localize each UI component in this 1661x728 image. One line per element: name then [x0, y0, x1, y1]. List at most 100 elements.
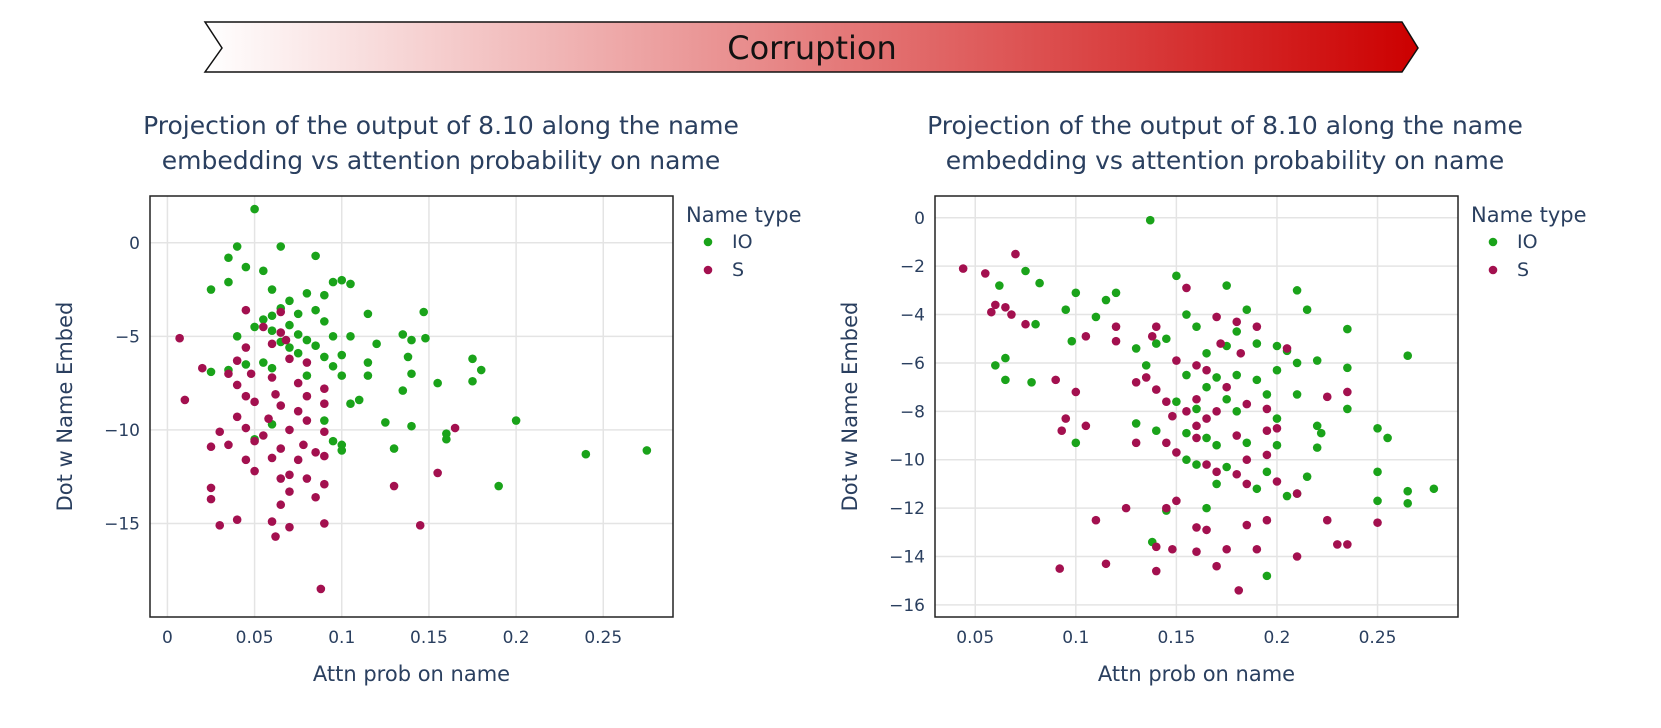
- point-s: [1322, 515, 1332, 525]
- point-s: [224, 369, 233, 379]
- point-io: [1192, 404, 1201, 414]
- point-s: [1192, 433, 1201, 443]
- point-io: [1111, 288, 1121, 298]
- point-s: [1151, 542, 1161, 552]
- point-io: [1292, 390, 1302, 399]
- point-io: [407, 335, 416, 345]
- point-s: [1234, 586, 1244, 595]
- legend-marker-s: [703, 265, 713, 275]
- point-io: [1282, 491, 1292, 501]
- point-io: [581, 449, 591, 459]
- point-s: [276, 307, 286, 317]
- point-s: [276, 328, 286, 337]
- point-s: [1057, 426, 1067, 435]
- point-io: [328, 332, 338, 341]
- y-tick-label: −5: [115, 327, 140, 347]
- point-io: [232, 242, 242, 251]
- point-io: [995, 281, 1004, 290]
- y-tick-label: −15: [104, 514, 140, 534]
- legend-entry-s[interactable]: S: [1517, 259, 1529, 281]
- x-tick-label: 0.1: [1062, 628, 1089, 648]
- point-s: [281, 335, 291, 345]
- point-s: [264, 414, 273, 423]
- point-s: [1212, 407, 1221, 416]
- x-axis-label: Attn prob on name: [1098, 662, 1295, 686]
- point-io: [1429, 484, 1439, 494]
- point-io: [337, 350, 347, 360]
- point-io: [1202, 433, 1211, 443]
- y-tick-label: −4: [900, 306, 925, 326]
- point-io: [232, 332, 242, 341]
- point-io: [389, 444, 399, 453]
- point-s: [1222, 382, 1231, 392]
- point-s: [198, 363, 207, 373]
- point-s: [316, 584, 326, 594]
- point-s: [1236, 348, 1246, 358]
- point-s: [1212, 467, 1221, 477]
- point-s: [1007, 310, 1016, 319]
- point-io: [302, 288, 312, 298]
- point-s: [232, 515, 242, 525]
- point-s: [1212, 312, 1221, 322]
- point-s: [320, 519, 329, 528]
- point-s: [241, 343, 251, 352]
- point-s: [180, 395, 190, 405]
- legend-entry-s[interactable]: S: [732, 259, 744, 281]
- point-io: [1182, 428, 1191, 438]
- point-s: [215, 427, 225, 437]
- point-io: [1373, 423, 1382, 433]
- plot-frame: [149, 195, 674, 618]
- point-io: [398, 330, 408, 339]
- chart-title-line2: embedding vs attention probability on na…: [162, 146, 720, 175]
- legend: Name type IO S: [1471, 203, 1587, 281]
- point-io: [311, 251, 320, 261]
- point-s: [1222, 544, 1231, 554]
- y-tick-label: −8: [900, 402, 925, 422]
- point-io: [1262, 467, 1272, 477]
- point-io: [346, 279, 355, 289]
- point-io: [337, 446, 347, 455]
- point-s: [206, 442, 216, 452]
- point-io: [1312, 443, 1322, 452]
- point-io: [1343, 404, 1352, 414]
- point-s: [1121, 503, 1131, 513]
- legend-entry-io[interactable]: IO: [732, 231, 753, 253]
- point-s: [1147, 332, 1157, 341]
- point-s: [450, 423, 460, 433]
- point-io: [1373, 496, 1382, 506]
- point-io: [419, 307, 429, 317]
- point-io: [1272, 414, 1282, 423]
- x-tick-label: 0.2: [503, 628, 530, 648]
- point-io: [1262, 571, 1272, 581]
- point-io: [1316, 428, 1326, 438]
- point-io: [337, 275, 347, 285]
- point-io: [1212, 440, 1221, 450]
- point-io: [250, 322, 259, 332]
- plot-frame: [934, 195, 1459, 618]
- point-io: [494, 481, 503, 491]
- point-s: [1131, 378, 1141, 387]
- point-s: [991, 300, 1000, 310]
- point-io: [1182, 455, 1191, 465]
- legend-entry-io[interactable]: IO: [1517, 231, 1538, 253]
- point-s: [1202, 365, 1211, 375]
- chart-title-line1: Projection of the output of 8.10 along t…: [927, 111, 1523, 140]
- point-io: [1312, 421, 1322, 431]
- point-io: [328, 361, 338, 371]
- point-io: [1131, 419, 1141, 428]
- point-s: [1333, 540, 1342, 549]
- point-io: [354, 395, 364, 405]
- point-io: [1182, 310, 1191, 319]
- x-tick-label: 0.25: [584, 628, 622, 648]
- point-s: [320, 451, 329, 461]
- point-io: [1302, 472, 1312, 481]
- point-s: [1292, 552, 1302, 561]
- point-s: [1232, 317, 1242, 327]
- point-io: [267, 326, 277, 336]
- y-tick-label: −16: [889, 596, 925, 616]
- point-s: [206, 483, 216, 493]
- point-io: [1373, 467, 1382, 477]
- point-s: [1242, 455, 1252, 465]
- point-s: [987, 307, 996, 317]
- point-io: [1222, 281, 1231, 290]
